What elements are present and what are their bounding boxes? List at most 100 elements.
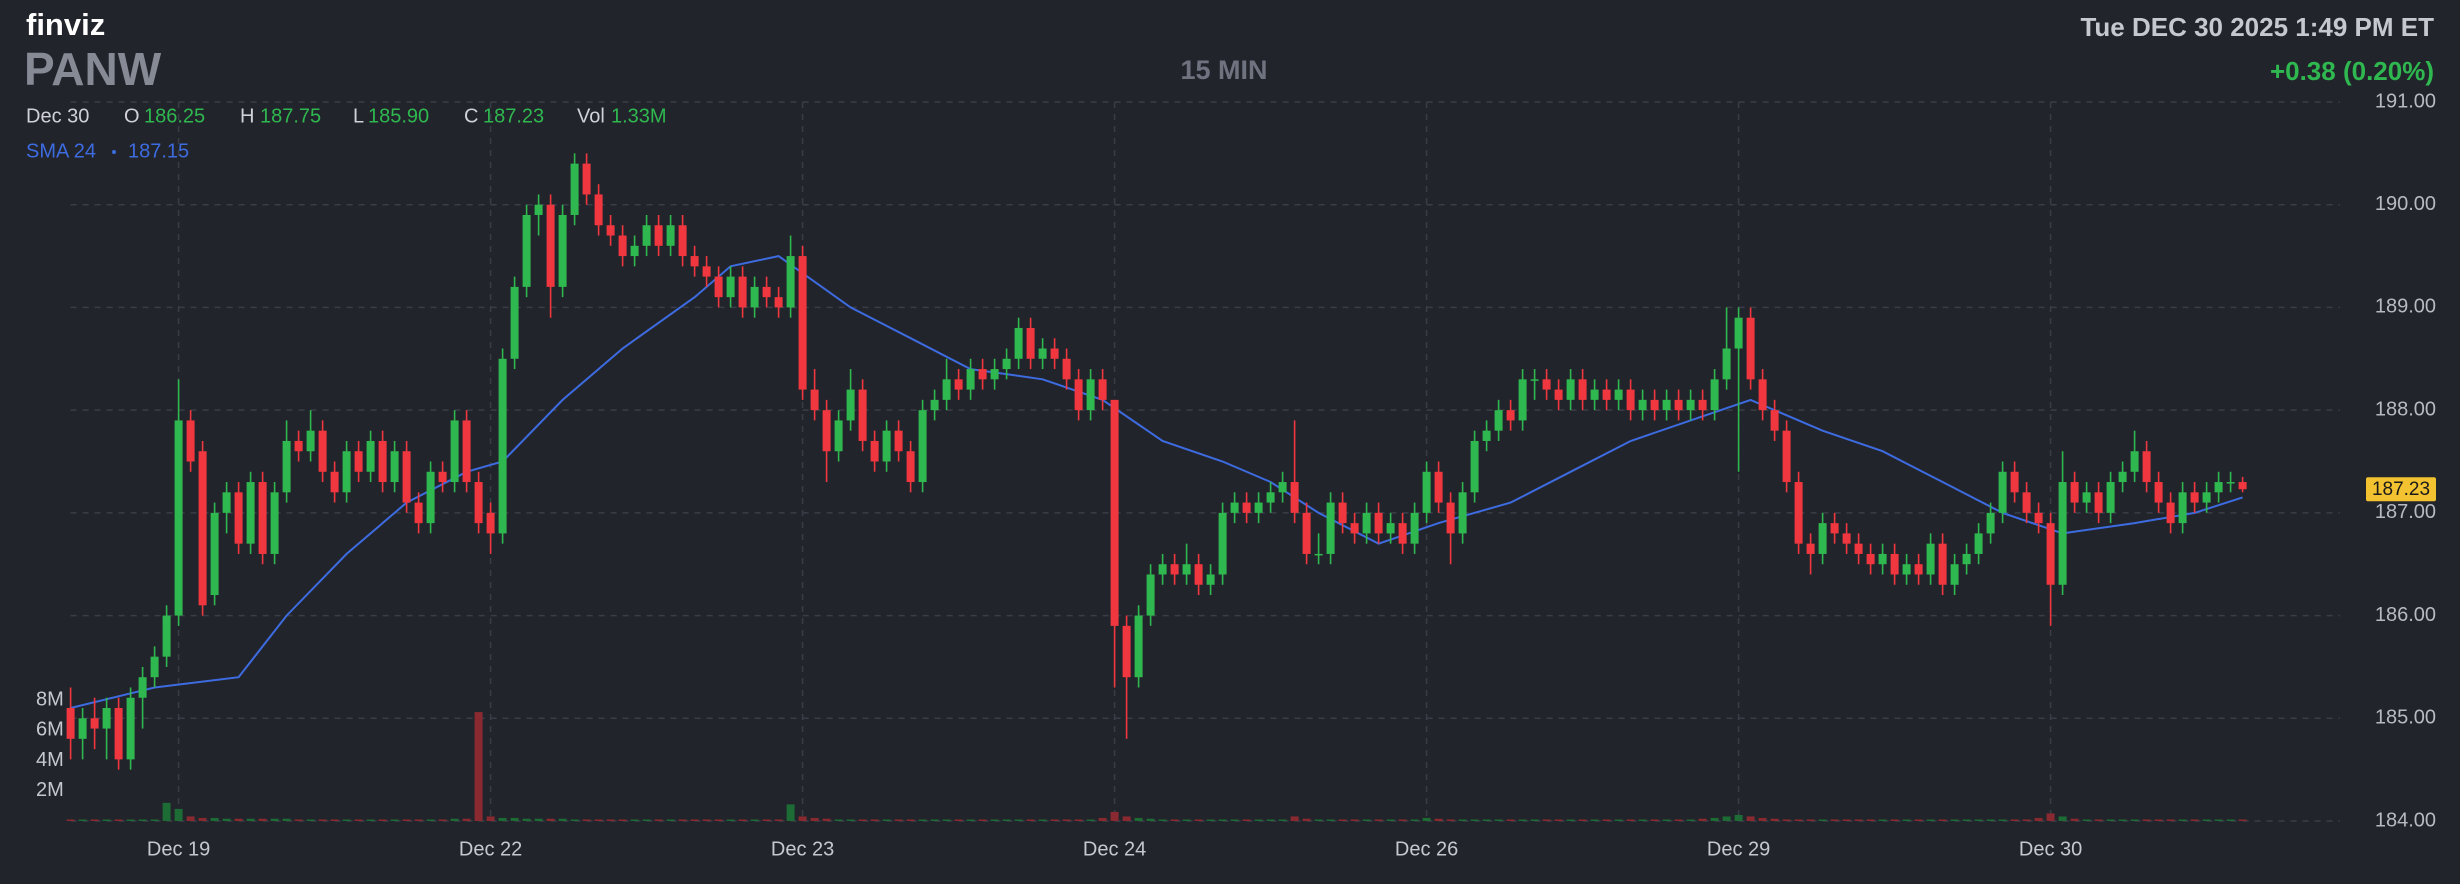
candle-body <box>426 471 435 524</box>
candle-body <box>702 266 711 277</box>
volume-bar <box>1458 819 1467 821</box>
candle-body <box>690 256 699 267</box>
candle-body <box>1134 615 1143 678</box>
volume-bar <box>1086 819 1095 821</box>
candle-body <box>282 440 291 493</box>
candle-body <box>1590 389 1599 400</box>
legend-label: H <box>240 105 254 127</box>
candle-body <box>174 420 183 616</box>
volume-bar <box>1914 819 1923 821</box>
candle-body <box>942 379 951 400</box>
volume-bar <box>90 819 99 821</box>
candle-body <box>1566 379 1575 400</box>
candle-body <box>1302 512 1311 554</box>
candle-body <box>1710 379 1719 411</box>
volume-bar <box>1350 819 1359 821</box>
candle-body <box>1638 399 1647 411</box>
candle-body <box>1866 553 1875 565</box>
legend-date: Dec 30 <box>26 105 89 127</box>
candle-body <box>1074 379 1083 411</box>
candle-body <box>294 440 303 452</box>
x-tick-label: Dec 26 <box>1395 838 1458 860</box>
volume-bar <box>258 818 267 821</box>
candle-body <box>618 235 627 257</box>
volume-bar <box>1470 819 1479 821</box>
candle-body <box>1266 492 1275 503</box>
candle-body <box>1578 379 1587 400</box>
volume-bar <box>1650 819 1659 821</box>
candle-body <box>630 245 639 257</box>
volume-bar <box>594 819 603 821</box>
volume-bar <box>222 818 231 821</box>
volume-bar <box>78 819 87 821</box>
volume-bar <box>438 819 447 821</box>
volume-bar <box>558 818 567 821</box>
change: +0.38 (0.20%) <box>2270 56 2434 86</box>
candle-body <box>858 389 867 441</box>
candle-body <box>438 471 447 483</box>
candle-body <box>1230 502 1239 513</box>
candle-body <box>714 276 723 298</box>
volume-bar <box>2094 819 2103 821</box>
volume-bar <box>2046 813 2055 821</box>
volume-bar <box>702 819 711 821</box>
candle-body <box>2166 502 2175 524</box>
candle-body <box>1362 512 1371 534</box>
x-tick-label: Dec 23 <box>771 838 834 860</box>
volume-bar <box>582 819 591 821</box>
candle-body <box>1410 512 1419 544</box>
candle-body <box>1650 399 1659 411</box>
candle-body <box>1278 482 1287 493</box>
volume-bar <box>1602 819 1611 821</box>
volume-bar <box>1806 819 1815 821</box>
candle-body <box>1110 399 1119 626</box>
volume-bar <box>1374 819 1383 821</box>
volume-bar <box>2166 819 2175 821</box>
volume-tick-label: 6M <box>36 719 64 741</box>
volume-bar <box>474 712 483 821</box>
volume-bar <box>666 819 675 821</box>
candle-body <box>354 451 363 472</box>
interval: 15 MIN <box>1180 55 1267 85</box>
price-tag-bg <box>2366 477 2436 502</box>
candle-body <box>978 369 987 380</box>
candle-body <box>1614 389 1623 400</box>
candle-body <box>582 163 591 195</box>
candle-body <box>1182 564 1191 575</box>
candle-body <box>1902 564 1911 575</box>
volume-bar <box>966 819 975 821</box>
volume-bar <box>378 819 387 821</box>
candle-body <box>522 214 531 287</box>
volume-bar <box>738 819 747 821</box>
candle-body <box>1254 502 1263 513</box>
candle-body <box>918 410 927 483</box>
volume-bar <box>798 816 807 821</box>
candle-body <box>1830 523 1839 534</box>
volume-bar <box>498 817 507 821</box>
candle-body <box>570 163 579 215</box>
volume-bar <box>2190 819 2199 821</box>
candle-body <box>1770 410 1779 431</box>
volume-bar <box>2214 819 2223 821</box>
candle-body <box>2082 492 2091 503</box>
volume-bar <box>1734 814 1743 821</box>
sma-legend-name: SMA 24 <box>26 140 96 162</box>
candle-body <box>2034 512 2043 524</box>
candle-body <box>1602 389 1611 400</box>
volume-bar <box>234 818 243 821</box>
candle-body <box>1314 553 1323 556</box>
candle-body <box>1698 399 1707 411</box>
candle-body <box>1086 379 1095 411</box>
volume-bar <box>1266 819 1275 821</box>
volume-bar <box>2082 819 2091 821</box>
candle-body <box>1038 348 1047 359</box>
volume-bar <box>210 817 219 821</box>
candle-body <box>234 492 243 544</box>
candle-body <box>1170 564 1179 575</box>
candle-body <box>402 451 411 503</box>
candle-body <box>930 399 939 411</box>
volume-bar <box>462 818 471 821</box>
volume-bar <box>1698 818 1707 821</box>
candle-body <box>786 256 795 308</box>
